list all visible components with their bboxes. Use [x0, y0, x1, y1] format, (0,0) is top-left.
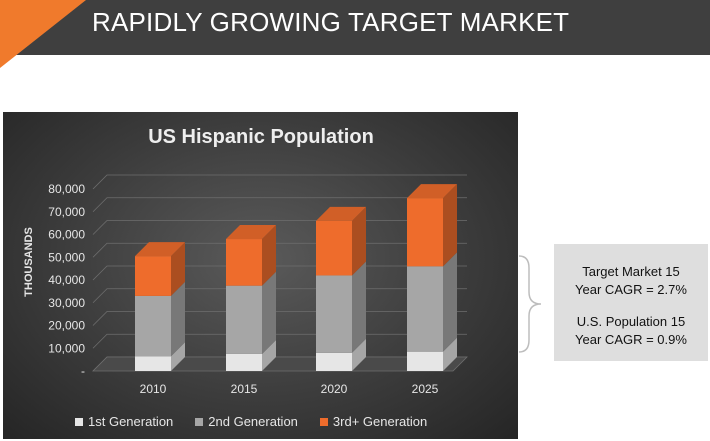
- chart-legend: 1st Generation 2nd Generation 3rd+ Gener…: [75, 414, 427, 429]
- x-tick-label: 2020: [321, 382, 348, 396]
- chart-title: US Hispanic Population: [148, 126, 374, 148]
- legend-swatch-3rd-generation: [319, 417, 328, 426]
- legend-item-1st-generation: 1st Generation: [75, 414, 173, 429]
- y-tick-label: 60,000: [48, 228, 85, 242]
- info-line-4: Year CAGR = 0.9%: [575, 332, 687, 347]
- curly-brace-icon: [518, 255, 542, 353]
- legend-label-3rd-generation: 3rd+ Generation: [332, 414, 428, 429]
- y-axis-label: THOUSANDS: [23, 227, 35, 297]
- bar-segment-1st-generation-2025: [407, 337, 457, 371]
- gridline: [92, 174, 467, 190]
- info-line-2: Year CAGR = 2.7%: [575, 282, 687, 297]
- y-tick-label: 40,000: [48, 273, 85, 287]
- legend-label-1st-generation: 1st Generation: [88, 414, 174, 429]
- bar-segment-1st-generation-2010: [135, 342, 185, 371]
- bar-segment-3rd-generation-2020: [316, 206, 366, 276]
- legend-swatch-2nd-generation: [195, 417, 204, 426]
- y-tick-label: 70,000: [48, 205, 85, 219]
- y-tick-label: -: [81, 364, 85, 378]
- bar-segment-1st-generation-2015: [226, 339, 276, 371]
- bar-segment-2nd-generation-2015: [226, 271, 276, 354]
- x-tick-label: 2015: [231, 382, 258, 396]
- header-accent: [0, 0, 86, 68]
- bar-segment-3rd-generation-2025: [407, 184, 457, 267]
- bar-segment-1st-generation-2020: [316, 338, 366, 371]
- header-bar: [0, 0, 710, 55]
- gridline: [92, 197, 467, 213]
- bar-segment-2nd-generation-2020: [316, 261, 366, 353]
- legend-label-2nd-generation: 2nd Generation: [208, 414, 298, 429]
- bar-segment-3rd-generation-2010: [135, 242, 185, 296]
- y-tick-label: 50,000: [48, 250, 85, 264]
- legend-swatch-1st-generation: [75, 417, 83, 426]
- info-line-1: Target Market 15: [582, 264, 680, 279]
- bar-segment-2nd-generation-2010: [135, 281, 185, 357]
- y-tick-label: 30,000: [48, 296, 85, 310]
- bar-segment-2nd-generation-2025: [407, 252, 457, 352]
- stacked-bar-chart: US Hispanic Population THOUSANDS - 10,000…: [23, 126, 468, 396]
- legend-item-2nd-generation: 2nd Generation: [195, 414, 298, 429]
- chart-panel: US Hispanic Population THOUSANDS - 10,000…: [3, 112, 518, 439]
- x-tick-label: 2025: [412, 382, 439, 396]
- y-tick-label: 20,000: [48, 319, 85, 333]
- x-tick-label: 2010: [140, 382, 167, 396]
- y-tick-label: 80,000: [48, 182, 85, 196]
- info-line-3: U.S. Population 15: [576, 314, 686, 329]
- y-tick-label: 10,000: [48, 341, 85, 355]
- page-title: RAPIDLY GROWING TARGET MARKET: [92, 7, 570, 37]
- cagr-info-box: Target Market 15 Year CAGR = 2.7% U.S. P…: [554, 244, 708, 361]
- bar-segment-3rd-generation-2015: [226, 225, 276, 286]
- legend-item-3rd-generation: 3rd+ Generation: [319, 414, 428, 429]
